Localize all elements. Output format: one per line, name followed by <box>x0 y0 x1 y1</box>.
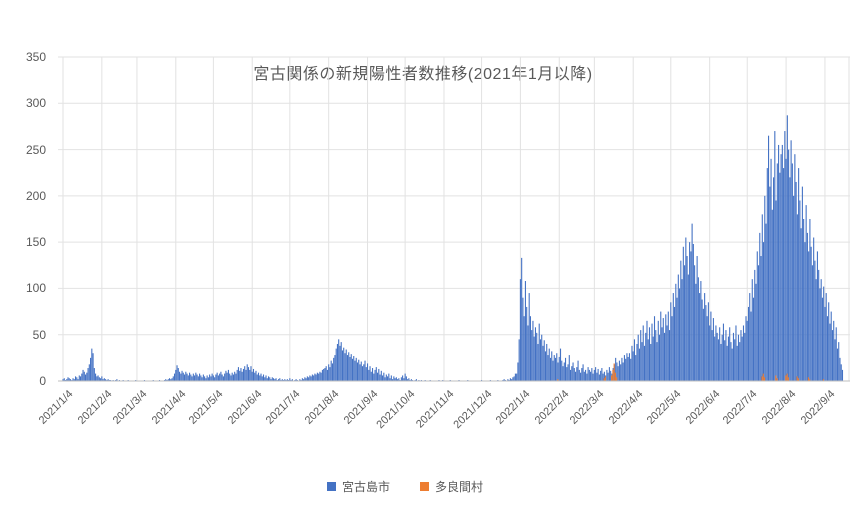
legend-item-miyakojima: 宮古島市 <box>326 478 390 495</box>
plot-area <box>58 56 850 382</box>
legend-label-tarama: 多良間村 <box>435 480 484 494</box>
x-axis-tick-label: 2022/3/4 <box>568 388 607 427</box>
y-axis-tick-label: 300 <box>25 96 46 111</box>
y-axis-tick-label: 200 <box>25 188 46 203</box>
y-axis-tick-label: 50 <box>32 327 46 342</box>
legend-swatch-orange-icon <box>420 482 429 491</box>
y-axis-tick-label: 350 <box>25 50 46 64</box>
horizontal-gridlines <box>58 56 850 336</box>
y-axis-tick-label: 0 <box>39 374 46 388</box>
vertical-gridlines <box>62 57 850 381</box>
chart-legend: 宮古島市 多良間村 <box>0 478 810 495</box>
y-axis-tick-label: 150 <box>25 235 46 250</box>
legend-swatch-blue-icon <box>326 482 336 491</box>
tarama-bars <box>557 363 824 381</box>
y-axis-tick-label: 250 <box>25 142 46 157</box>
legend-label-miyakojima: 宮古島市 <box>341 480 390 494</box>
miyakojima-bars <box>62 115 844 381</box>
chart-title: 宮古関係の新規陽性者数推移(2021年1月以降) <box>253 66 593 83</box>
y-axis-tick-label: 100 <box>25 281 46 296</box>
x-axis-tick-label: 2021/1/4 <box>36 388 76 427</box>
legend-item-tarama: 多良間村 <box>420 478 483 495</box>
